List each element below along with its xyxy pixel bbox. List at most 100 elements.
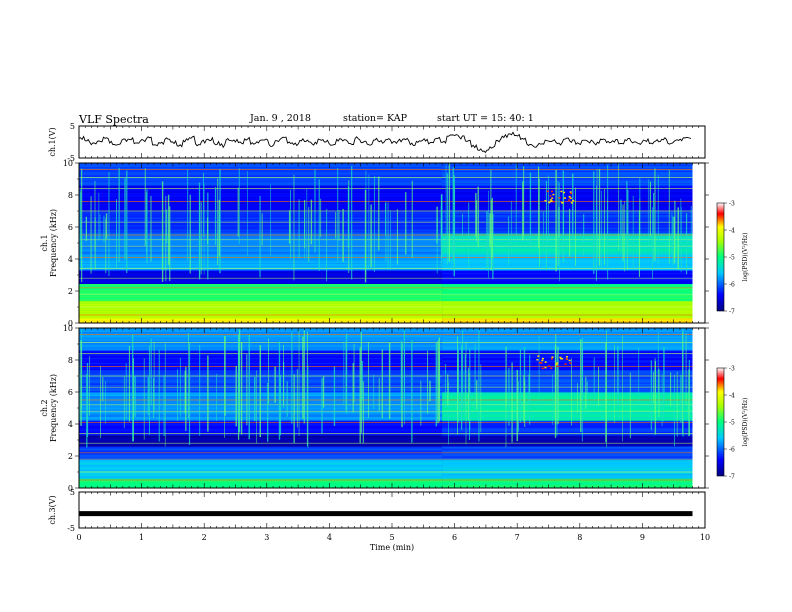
chorus-emission <box>563 197 566 199</box>
freq-band-left <box>79 337 443 340</box>
freq-band-right <box>442 345 693 347</box>
freq-band-left <box>79 464 443 467</box>
colorbar-tick-label: -5 <box>729 420 735 427</box>
freq-band-left <box>79 329 443 331</box>
freq-band-right <box>442 422 693 425</box>
freq-band-left <box>79 460 443 463</box>
chorus-emission <box>563 191 566 194</box>
freq-band-right <box>442 361 693 363</box>
freq-band-left <box>79 449 443 452</box>
freq-band-left <box>79 318 443 320</box>
freq-band-right <box>442 193 693 196</box>
freq-band-right <box>442 385 693 388</box>
y-tick-label: 5 <box>70 122 75 131</box>
freq-band-right <box>442 387 693 389</box>
freq-band-right <box>442 348 693 351</box>
freq-band-right <box>442 235 693 238</box>
freq-band-right <box>442 426 693 429</box>
freq-band-left <box>79 451 443 453</box>
x-tick-label: 1 <box>139 533 144 542</box>
chorus-emission <box>570 192 573 195</box>
freq-band-left <box>79 311 443 314</box>
chorus-emission <box>569 197 572 199</box>
freq-band-right <box>442 281 693 283</box>
freq-band-left <box>79 300 443 303</box>
chorus-emission <box>550 367 553 369</box>
freq-band-right <box>442 388 693 390</box>
freq-band-right <box>442 220 693 223</box>
x-tick-label: 4 <box>327 533 332 542</box>
freq-band-right <box>442 382 693 384</box>
freq-band-right <box>442 389 693 392</box>
x-tick-label: 8 <box>577 533 582 542</box>
x-tick-label: 9 <box>640 533 645 542</box>
freq-band-right <box>442 164 693 166</box>
freq-band-right <box>442 223 693 225</box>
freq-band-right <box>442 273 693 276</box>
freq-band-left <box>79 481 443 484</box>
freq-band-left <box>79 281 443 283</box>
freq-band-right <box>442 484 693 486</box>
x-tick-label: 5 <box>389 533 394 542</box>
panel-frame <box>78 491 706 529</box>
chorus-emission <box>564 363 567 365</box>
chorus-emission <box>569 191 572 193</box>
freq-band-right <box>442 451 693 453</box>
freq-band-right <box>442 251 693 254</box>
freq-band-right <box>442 182 693 185</box>
freq-band-right <box>442 373 693 376</box>
freq-band-left <box>79 166 443 169</box>
freq-band-right <box>442 240 693 243</box>
freq-band-right <box>442 468 693 470</box>
freq-band-left <box>79 454 443 457</box>
freq-band-left <box>79 295 443 298</box>
chorus-emission <box>555 363 558 366</box>
chorus-emission <box>561 358 564 360</box>
freq-band-left <box>79 468 443 470</box>
freq-band-left <box>79 171 443 174</box>
freq-band-right <box>442 275 693 277</box>
chorus-emission <box>552 200 555 203</box>
chorus-emission <box>537 355 540 357</box>
freq-band-left <box>79 170 443 173</box>
freq-band-left <box>79 188 443 191</box>
freq-band-left <box>79 186 443 189</box>
freq-band-right <box>442 454 693 457</box>
freq-band-left <box>79 463 443 466</box>
freq-band-right <box>442 303 693 305</box>
freq-band-left <box>79 294 443 297</box>
freq-band-right <box>442 319 693 321</box>
freq-band-left <box>79 472 443 474</box>
freq-band-right <box>442 244 693 246</box>
freq-band-left <box>79 339 443 341</box>
freq-band-right <box>442 453 693 456</box>
freq-band-right <box>442 409 693 411</box>
freq-band-right <box>442 335 693 338</box>
freq-band-left <box>79 193 443 196</box>
freq-band-right <box>442 201 693 203</box>
freq-band-right <box>442 406 693 409</box>
freq-band-left <box>79 283 443 286</box>
freq-band-left <box>79 288 443 291</box>
chorus-emission <box>551 200 554 202</box>
freq-band-right <box>442 217 693 219</box>
freq-band-left <box>79 303 443 305</box>
chorus-emission <box>568 195 571 198</box>
channel-label: ch.2 <box>40 399 49 416</box>
freq-band-right <box>442 371 693 373</box>
freq-band-right <box>442 247 693 250</box>
freq-band-left <box>79 332 443 335</box>
freq-band-left <box>79 308 443 310</box>
freq-band-right <box>442 250 693 253</box>
freq-band-right <box>442 279 693 282</box>
freq-band-right <box>442 355 693 357</box>
freq-band-right <box>442 417 693 420</box>
freq-band-left <box>79 444 443 447</box>
freq-band-left <box>79 344 443 346</box>
freq-band-right <box>442 400 693 403</box>
y-tick-label: 10 <box>63 324 73 333</box>
freq-band-right <box>442 222 693 224</box>
freq-band-right <box>442 336 693 339</box>
freq-band-left <box>79 459 443 462</box>
x-axis-label: Time (min) <box>370 543 414 552</box>
